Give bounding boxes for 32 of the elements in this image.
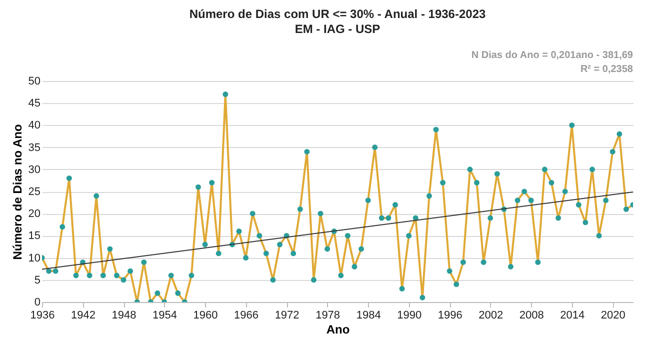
x-tick-label: 1942	[71, 310, 96, 322]
y-tick-label: 15	[28, 230, 40, 242]
x-tick-label: 1960	[193, 310, 218, 322]
y-tick-label: 35	[28, 142, 40, 154]
chart-title: Número de Dias com UR <= 30% - Anual - 1936-2023	[189, 7, 486, 21]
y-tick-label: 10	[28, 252, 40, 264]
y-tick-label: 45	[28, 98, 40, 110]
y-tick-label: 40	[28, 120, 40, 132]
x-tick-label: 1948	[112, 310, 136, 322]
chart-subtitle: EM - IAG - USP	[294, 22, 380, 36]
x-tick-label: 1966	[234, 310, 259, 322]
y-tick-label: 50	[28, 76, 40, 88]
text: R² = 0,2358	[580, 64, 634, 75]
x-tick-label: 2008	[519, 310, 544, 322]
x-tick-label: 1984	[356, 310, 381, 322]
x-tick-label: 2020	[600, 310, 626, 322]
x-axis-title: Ano	[326, 322, 350, 336]
y-tick-label: 20	[28, 208, 40, 220]
x-tick-label: 1990	[397, 310, 422, 322]
y-tick-label: 30	[28, 164, 40, 176]
y-tick-label: 25	[28, 186, 40, 198]
x-tick-label: 1996	[438, 310, 462, 322]
x-tick-label: 1978	[316, 310, 340, 322]
x-tick-label: 1936	[30, 310, 55, 322]
x-tick-label: 1972	[274, 310, 300, 322]
x-tick-label: 2014	[560, 310, 585, 322]
y-tick-label: 5	[34, 274, 40, 286]
y-tick-label: 0	[34, 296, 40, 308]
x-tick-label: 1954	[152, 310, 178, 322]
text: N Dias do Ano = 0,201ano - 381,69	[471, 50, 634, 61]
x-tick-label: 2002	[478, 310, 504, 322]
y-axis-title: Número de Dias no Ano	[10, 124, 24, 260]
